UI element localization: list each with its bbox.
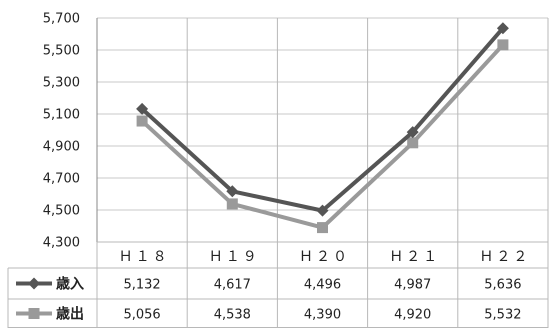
data-point [136,102,149,115]
data-point [497,39,509,51]
series-line-revenue [140,26,505,213]
data-point [226,198,238,210]
y-tick-label: 4,300 [43,236,80,251]
x-tick-label: Ｈ２０ [299,249,350,265]
y-tick-label: 5,300 [43,76,80,91]
legend-label: 歳入 [56,276,84,293]
x-tick-label: Ｈ２１ [389,249,440,265]
table-cell: 5,636 [484,278,521,293]
table-cell: 4,920 [394,308,431,323]
table-cell: 5,532 [484,308,521,323]
table-cell: 5,132 [123,278,160,293]
table-cell: 5,056 [123,308,160,323]
data-point [136,115,148,127]
data-point [316,204,329,217]
table-cell: 4,496 [304,278,341,293]
data-point [226,185,239,198]
data-point [496,22,509,35]
x-tick-label: Ｈ２２ [479,249,530,265]
data-table: Ｈ１８ Ｈ１９ Ｈ２０ Ｈ２１ Ｈ２２ 歳入 5,132 4,617 4,496 4,987 5,6… [7,241,548,328]
y-tick-label: 4,900 [43,140,80,155]
x-tick-label: Ｈ１８ [119,249,170,265]
y-tick-label: 5,500 [43,44,80,59]
series-line-expenditure [140,43,505,230]
y-tick-label: 5,100 [43,108,80,123]
table-cell: 4,390 [304,308,341,323]
x-tick-label: Ｈ１９ [209,249,260,265]
table-cell: 4,987 [394,278,431,293]
y-tick-label: 4,700 [43,172,80,187]
chart-grid [96,17,549,328]
chart-series [136,22,509,234]
legend-swatch-marker [28,308,40,319]
y-axis-ticks: 4,300 4,500 4,700 4,900 5,100 5,300 5,500 5,700 [43,12,80,251]
y-tick-label: 4,500 [43,204,80,219]
table-cell: 4,617 [214,278,251,293]
data-point [407,137,419,149]
y-tick-label: 5,700 [43,12,80,27]
data-point [406,126,419,139]
data-point [317,222,328,234]
legend-label: 歳出 [56,306,84,323]
legend-swatch-marker [28,277,40,290]
table-cell: 4,538 [214,308,251,323]
